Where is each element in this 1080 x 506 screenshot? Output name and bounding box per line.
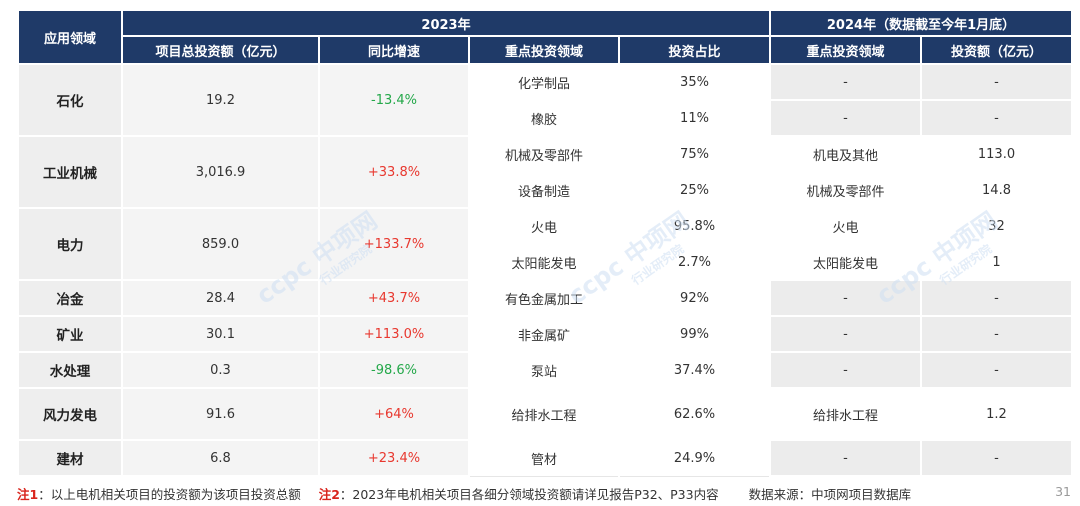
focus-2023-cell: 火电: [468, 207, 620, 245]
focus-2023-cell: 泵站: [468, 351, 620, 389]
growth-cell: +64%: [318, 387, 470, 441]
table-body: 石化 19.2 -13.4% 化学制品 35% - - 橡胶 11% - - 工…: [17, 63, 1074, 477]
header-share: 投资占比: [618, 35, 771, 65]
header-group-2023: 2023年: [121, 9, 771, 37]
share-cell: 24.9%: [618, 439, 771, 477]
sector-cell: 工业机械: [17, 135, 123, 209]
focus-2024-cell: 火电: [769, 207, 922, 245]
note1-label: 注1: [17, 487, 39, 502]
growth-cell: -98.6%: [318, 351, 470, 389]
share-cell: 25%: [618, 171, 771, 209]
header-total-investment: 项目总投资额（亿元）: [121, 35, 320, 65]
growth-cell: +113.0%: [318, 315, 470, 353]
focus-2024-cell: -: [769, 439, 922, 477]
share-cell: 95.8%: [618, 207, 771, 245]
focus-2024-cell: -: [769, 99, 922, 137]
growth-cell: +43.7%: [318, 279, 470, 317]
page-number: 31: [1055, 484, 1071, 499]
total-cell: 28.4: [121, 279, 320, 317]
footer-notes: 注1：以上电机相关项目的投资额为该项目投资总额 注2：2023年电机相关项目各细…: [17, 484, 1071, 502]
investment-table-container: 应用领域 2023年 2024年（数据截至今年1月底） 项目总投资额（亿元） 同…: [17, 9, 1074, 477]
sector-cell: 风力发电: [17, 387, 123, 441]
amount-2024-cell: 113.0: [919, 135, 1074, 173]
focus-2024-cell: 给排水工程: [769, 387, 922, 441]
focus-2023-cell: 橡胶: [468, 99, 620, 137]
growth-cell: -13.4%: [318, 63, 470, 137]
note2-label: 注2: [318, 487, 340, 502]
sector-cell: 矿业: [17, 315, 123, 353]
amount-2024-cell: -: [919, 99, 1074, 137]
share-cell: 62.6%: [618, 387, 771, 441]
amount-2024-cell: -: [919, 63, 1074, 101]
share-cell: 2.7%: [618, 243, 771, 281]
focus-2024-cell: 机械及零部件: [769, 171, 922, 209]
header-focus-2024: 重点投资领域: [769, 35, 922, 65]
total-cell: 91.6: [121, 387, 320, 441]
growth-cell: +133.7%: [318, 207, 470, 281]
total-cell: 6.8: [121, 439, 320, 477]
amount-2024-cell: 32: [919, 207, 1074, 245]
header-group-2024: 2024年（数据截至今年1月底）: [768, 9, 1074, 37]
focus-2024-cell: -: [769, 279, 922, 317]
header-amount-2024: 投资额（亿元）: [919, 35, 1074, 65]
focus-2023-cell: 管材: [468, 439, 620, 477]
focus-2023-cell: 太阳能发电: [468, 243, 620, 281]
share-cell: 75%: [618, 135, 771, 173]
share-cell: 35%: [618, 63, 771, 101]
share-cell: 92%: [618, 279, 771, 317]
note1-text: ：以上电机相关项目的投资额为该项目投资总额: [38, 487, 301, 502]
total-cell: 30.1: [121, 315, 320, 353]
amount-2024-cell: -: [919, 315, 1074, 353]
header-sector: 应用领域: [17, 9, 123, 65]
share-cell: 11%: [618, 99, 771, 137]
sector-cell: 水处理: [17, 351, 123, 389]
sector-cell: 冶金: [17, 279, 123, 317]
total-cell: 859.0: [121, 207, 320, 281]
focus-2023-cell: 非金属矿: [468, 315, 620, 353]
amount-2024-cell: 1: [919, 243, 1074, 281]
focus-2024-cell: -: [769, 351, 922, 389]
sector-cell: 石化: [17, 63, 123, 137]
amount-2024-cell: -: [919, 279, 1074, 317]
focus-2024-cell: -: [769, 315, 922, 353]
header-growth: 同比增速: [318, 35, 470, 65]
growth-cell: +33.8%: [318, 135, 470, 209]
total-cell: 0.3: [121, 351, 320, 389]
share-cell: 37.4%: [618, 351, 771, 389]
data-source: 数据来源：中项网项目数据库: [748, 487, 912, 502]
focus-2023-cell: 给排水工程: [468, 387, 620, 441]
amount-2024-cell: -: [919, 351, 1074, 389]
note2-text: ：2023年电机相关项目各细分领域投资额请详见报告P32、P33内容: [339, 487, 719, 502]
focus-2023-cell: 有色金属加工: [468, 279, 620, 317]
investment-table: 应用领域 2023年 2024年（数据截至今年1月底） 项目总投资额（亿元） 同…: [17, 9, 1074, 477]
amount-2024-cell: 14.8: [919, 171, 1074, 209]
sector-cell: 建材: [17, 439, 123, 477]
header-focus-2023: 重点投资领域: [468, 35, 620, 65]
amount-2024-cell: -: [919, 439, 1074, 477]
amount-2024-cell: 1.2: [919, 387, 1074, 441]
focus-2024-cell: -: [769, 63, 922, 101]
focus-2024-cell: 机电及其他: [769, 135, 922, 173]
focus-2024-cell: 太阳能发电: [769, 243, 922, 281]
focus-2023-cell: 机械及零部件: [468, 135, 620, 173]
share-cell: 99%: [618, 315, 771, 353]
total-cell: 3,016.9: [121, 135, 320, 209]
sector-cell: 电力: [17, 207, 123, 281]
focus-2023-cell: 设备制造: [468, 171, 620, 209]
focus-2023-cell: 化学制品: [468, 63, 620, 101]
growth-cell: +23.4%: [318, 439, 470, 477]
total-cell: 19.2: [121, 63, 320, 137]
